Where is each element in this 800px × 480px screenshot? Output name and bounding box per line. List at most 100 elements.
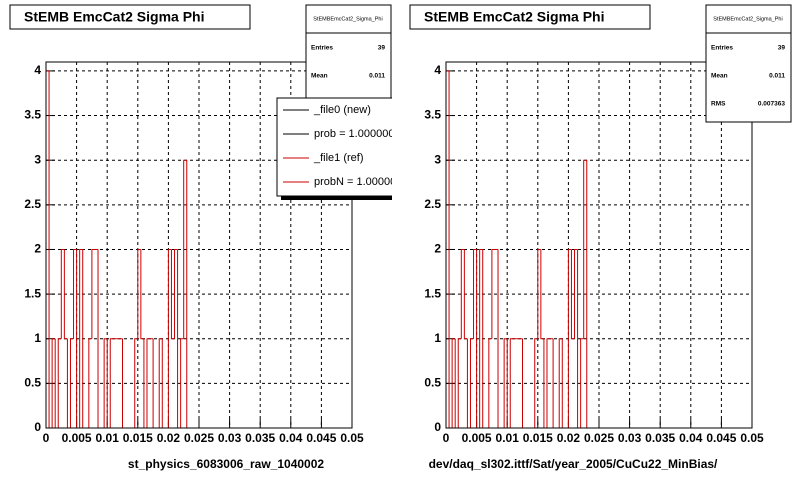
histogram-bin: [479, 248, 483, 428]
histogram-bin: [91, 248, 95, 339]
histogram-bin: [534, 338, 538, 428]
histogram-bin: [583, 159, 588, 428]
stats-value: 39: [378, 45, 386, 52]
y-tick-label: 3.5: [24, 108, 41, 122]
histogram-bin: [63, 249, 68, 340]
stats-box: [705, 4, 792, 123]
legend-label: prob = 1.000000: [314, 128, 394, 140]
histogram-bin: [463, 249, 468, 340]
histogram-bin: [167, 248, 172, 428]
stats-value: 0.011: [369, 73, 385, 80]
y-tick-label: 0: [34, 420, 41, 434]
histogram-bin: [103, 338, 108, 428]
histogram-bin: [503, 338, 508, 428]
histogram-bin: [473, 248, 477, 339]
histogram-bin: [540, 249, 544, 340]
x-tick-label: 0.02: [557, 431, 581, 445]
legend-box: [276, 97, 392, 197]
x-tick-label: 0.03: [618, 431, 642, 445]
stats-value: 0.007363: [758, 101, 785, 108]
y-tick-label: 2.5: [24, 197, 41, 211]
histogram-bin: [134, 338, 138, 428]
histogram-bin: [140, 249, 144, 340]
histogram-bin: [51, 338, 56, 428]
x-tick-label: 0.01: [96, 431, 120, 445]
x-tick-label: 0.03: [218, 431, 242, 445]
y-tick-label: 2.5: [424, 197, 441, 211]
stats-label: RMS: [711, 101, 726, 108]
y-tick-label: 1.5: [424, 286, 441, 300]
stats-title: StEMBEmcCat2_Sigma_Phi: [713, 16, 782, 22]
histogram-bin: [488, 338, 492, 428]
histogram-bin: [558, 338, 563, 428]
histogram-bin: [180, 338, 184, 428]
x-tick-label: 0.025: [184, 431, 214, 445]
histogram-bin: [69, 338, 74, 428]
x-tick-label: 0.01: [496, 431, 520, 445]
histogram-bin: [79, 248, 83, 428]
histogram-bin: [137, 248, 141, 339]
stats-title: StEMBEmcCat2_Sigma_Phi: [313, 16, 382, 22]
x-tick-label: 0.035: [245, 431, 275, 445]
plot-border: [445, 61, 753, 429]
histogram-bin: [580, 338, 584, 428]
legend-label: _file0 (new): [313, 104, 371, 116]
histogram-bin: [537, 248, 541, 339]
x-axis-label: dev/daq_sl302.ittf/Sat/year_2005/CuCu22_…: [429, 457, 718, 471]
x-tick-label: 0.05: [340, 431, 364, 445]
x-tick-label: 0.015: [523, 431, 553, 445]
x-axis-label: st_physics_6083006_raw_1040002: [128, 457, 324, 471]
title-box: [9, 4, 251, 30]
y-tick-label: 0: [434, 420, 441, 434]
x-tick-label: 0.015: [123, 431, 153, 445]
y-tick-label: 3: [434, 152, 441, 166]
legend-label: probN = 1.000000: [314, 176, 402, 188]
histogram-bin: [57, 338, 62, 428]
legend: _file0 (new) prob = 1.000000 _file1 (ref) p…: [276, 97, 402, 200]
histogram-bin: [491, 248, 495, 339]
x-tick-label: 0.04: [279, 431, 303, 445]
histogram-bin: [183, 159, 188, 428]
y-tick-label: 1: [34, 331, 41, 345]
histogram-bin: [88, 338, 92, 428]
histogram-bin: [60, 248, 65, 339]
y-tick-label: 1.5: [24, 286, 41, 300]
x-tick-label: 0.045: [706, 431, 736, 445]
y-tick-label: 1: [434, 331, 441, 345]
x-tick-label: 0.02: [157, 431, 181, 445]
stats-label: Entries: [311, 45, 333, 52]
y-tick-label: 0.5: [24, 376, 41, 390]
stats-label: Entries: [711, 45, 733, 52]
histogram-bin: [158, 338, 163, 428]
plot-border: [45, 61, 353, 429]
stats-value: 0.011: [769, 73, 785, 80]
x-tick-label: 0.045: [306, 431, 336, 445]
histogram-bin: [567, 248, 572, 428]
x-tick-label: 0.05: [740, 431, 764, 445]
histogram-bin: [509, 338, 514, 428]
histogram-bin: [570, 249, 575, 340]
histogram-bin: [546, 338, 551, 428]
histogram-bin: [460, 248, 465, 339]
title-box: [409, 4, 651, 30]
x-tick-label: 0: [43, 431, 50, 445]
y-tick-label: 2: [434, 242, 441, 256]
x-tick-label: 0.005: [62, 431, 92, 445]
y-tick-label: 2: [34, 242, 41, 256]
y-tick-label: 3.5: [424, 108, 441, 122]
histogram-bin: [109, 338, 114, 428]
histogram-bin: [174, 248, 178, 339]
histogram-bin: [73, 248, 77, 339]
x-tick-label: 0.025: [584, 431, 614, 445]
stats-label: Mean: [311, 73, 328, 80]
y-tick-label: 3: [34, 152, 41, 166]
y-tick-label: 4: [34, 63, 41, 77]
x-tick-label: 0.035: [645, 431, 675, 445]
stats-label: Mean: [711, 73, 728, 80]
histogram-bin: [451, 338, 456, 428]
legend-label: _file1 (ref): [313, 152, 364, 164]
y-tick-label: 4: [434, 63, 441, 77]
stats-value: 39: [778, 45, 786, 52]
chart-title: StEMB EmcCat2 Sigma Phi: [424, 9, 605, 25]
